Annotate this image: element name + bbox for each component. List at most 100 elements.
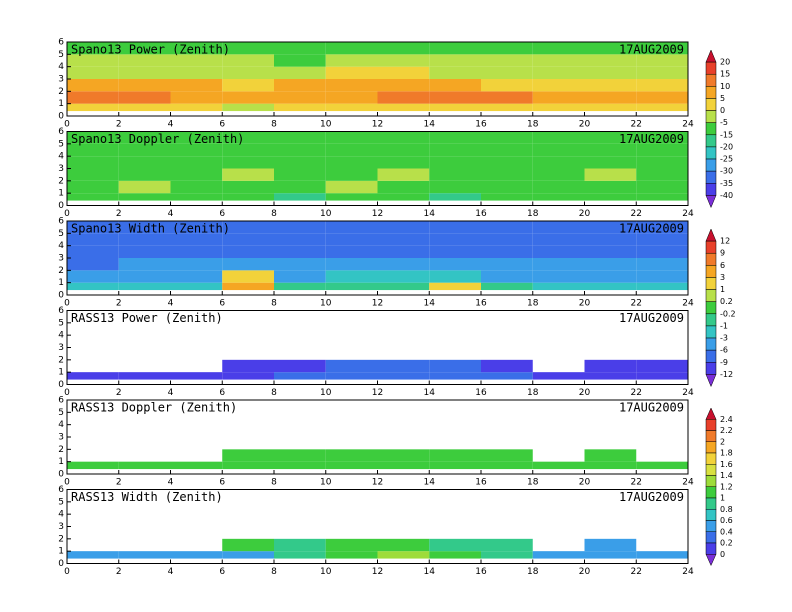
colorbar-band: [705, 464, 717, 476]
colorbar-label: 1.6: [720, 460, 733, 469]
heat-cell: [67, 66, 119, 79]
x-tick-label: 22: [631, 478, 642, 488]
y-tick-label: 3: [58, 343, 64, 353]
heat-cell: [274, 131, 326, 144]
x-tick-label: 2: [116, 209, 122, 219]
heat-cell: [325, 359, 378, 373]
heat-cell: [170, 282, 223, 291]
x-tick-label: 12: [372, 120, 383, 130]
heat-cell: [636, 66, 688, 79]
heat-cell: [67, 221, 119, 234]
y-tick-label: 5: [58, 139, 64, 149]
x-tick-label: 16: [475, 299, 487, 309]
x-tick-label: 10: [320, 209, 332, 219]
x-tick-label: 4: [168, 299, 174, 309]
y-tick-label: 5: [58, 318, 64, 328]
heat-cell: [481, 156, 533, 169]
heat-cell: [274, 54, 326, 67]
heat-cell: [325, 245, 378, 258]
heat-cell: [584, 270, 637, 283]
heat-cell: [222, 461, 274, 470]
heat-cell: [377, 449, 430, 462]
heat-cell: [377, 180, 430, 194]
colorbar-label: -12: [720, 370, 733, 379]
y-tick-label: 4: [58, 420, 64, 430]
heat-cell: [67, 180, 119, 194]
x-tick-label: 8: [271, 299, 277, 309]
heat-cell: [67, 461, 119, 470]
y-tick-label: 3: [58, 164, 64, 174]
heat-cell: [636, 282, 688, 291]
x-tick-label: 18: [527, 478, 539, 488]
colorbar-label: -3: [720, 334, 728, 343]
heat-cell: [584, 245, 637, 258]
colorbar-band: [705, 61, 717, 75]
heat-cell: [377, 258, 430, 271]
colorbar-band: [705, 486, 717, 499]
heat-cell: [274, 143, 326, 157]
heat-cell: [170, 54, 223, 67]
y-tick-label: 4: [58, 241, 64, 251]
y-tick-label: 1: [58, 368, 64, 378]
colorbar-label: 3: [720, 273, 725, 282]
colorbar-label: 20: [720, 58, 730, 67]
colorbar-label: 1.4: [720, 471, 733, 480]
heat-cell: [532, 551, 585, 559]
x-tick-label: 14: [424, 567, 436, 577]
y-tick-label: 6: [58, 38, 64, 48]
heat-cell: [584, 233, 637, 246]
heat-cell: [67, 372, 119, 380]
x-tick-label: 6: [219, 209, 225, 219]
heat-cell: [222, 156, 274, 169]
heat-cell: [481, 42, 533, 55]
heat-cell: [118, 245, 171, 258]
x-tick-label: 20: [579, 388, 591, 398]
y-tick-label: 1: [58, 189, 64, 199]
x-tick-label: 20: [579, 209, 591, 219]
heat-cell: [584, 359, 637, 373]
heat-cell: [429, 103, 481, 112]
x-tick-label: 16: [475, 478, 487, 488]
y-tick-label: 3: [58, 522, 64, 532]
y-tick-label: 6: [58, 127, 64, 137]
heat-cell: [325, 461, 378, 470]
heat-cell: [377, 131, 430, 144]
heat-cell: [222, 282, 274, 291]
colorbar-band: [705, 520, 717, 532]
x-tick-label: 18: [527, 299, 539, 309]
heat-cell: [170, 103, 223, 112]
colorbar-label: -20: [720, 142, 733, 151]
heat-cell: [481, 372, 533, 380]
x-tick-label: 2: [116, 388, 122, 398]
colorbar-label: -40: [720, 191, 733, 200]
heat-cell: [377, 79, 430, 92]
colorbar-label: -6: [720, 346, 728, 355]
heat-cell: [584, 168, 637, 181]
colorbar-band: [705, 170, 717, 184]
x-tick-label: 18: [527, 209, 539, 219]
heat-cell: [532, 91, 585, 104]
heat-cell: [481, 359, 533, 373]
heat-cell: [429, 372, 481, 380]
heat-cell: [222, 221, 274, 234]
y-tick-label: 6: [58, 485, 64, 495]
heat-cell: [170, 258, 223, 271]
colorbar-band: [705, 362, 717, 375]
heat-cell: [636, 42, 688, 55]
colorbar-band: [705, 475, 717, 487]
colorbar-label: -9: [720, 358, 728, 367]
x-tick-label: 6: [219, 299, 225, 309]
heat-cell: [481, 282, 533, 291]
heat-cell: [274, 180, 326, 194]
heat-cell: [377, 143, 430, 157]
heat-cell: [481, 168, 533, 181]
heat-cell: [325, 156, 378, 169]
heat-cell: [67, 143, 119, 157]
y-tick-label: 5: [58, 229, 64, 239]
heat-cell: [377, 66, 430, 79]
panel-title: Spano13 Power (Zenith): [71, 43, 230, 57]
heat-cell: [325, 54, 378, 67]
heat-cell: [274, 168, 326, 181]
heat-cell: [118, 258, 171, 271]
heat-cell: [377, 103, 430, 112]
